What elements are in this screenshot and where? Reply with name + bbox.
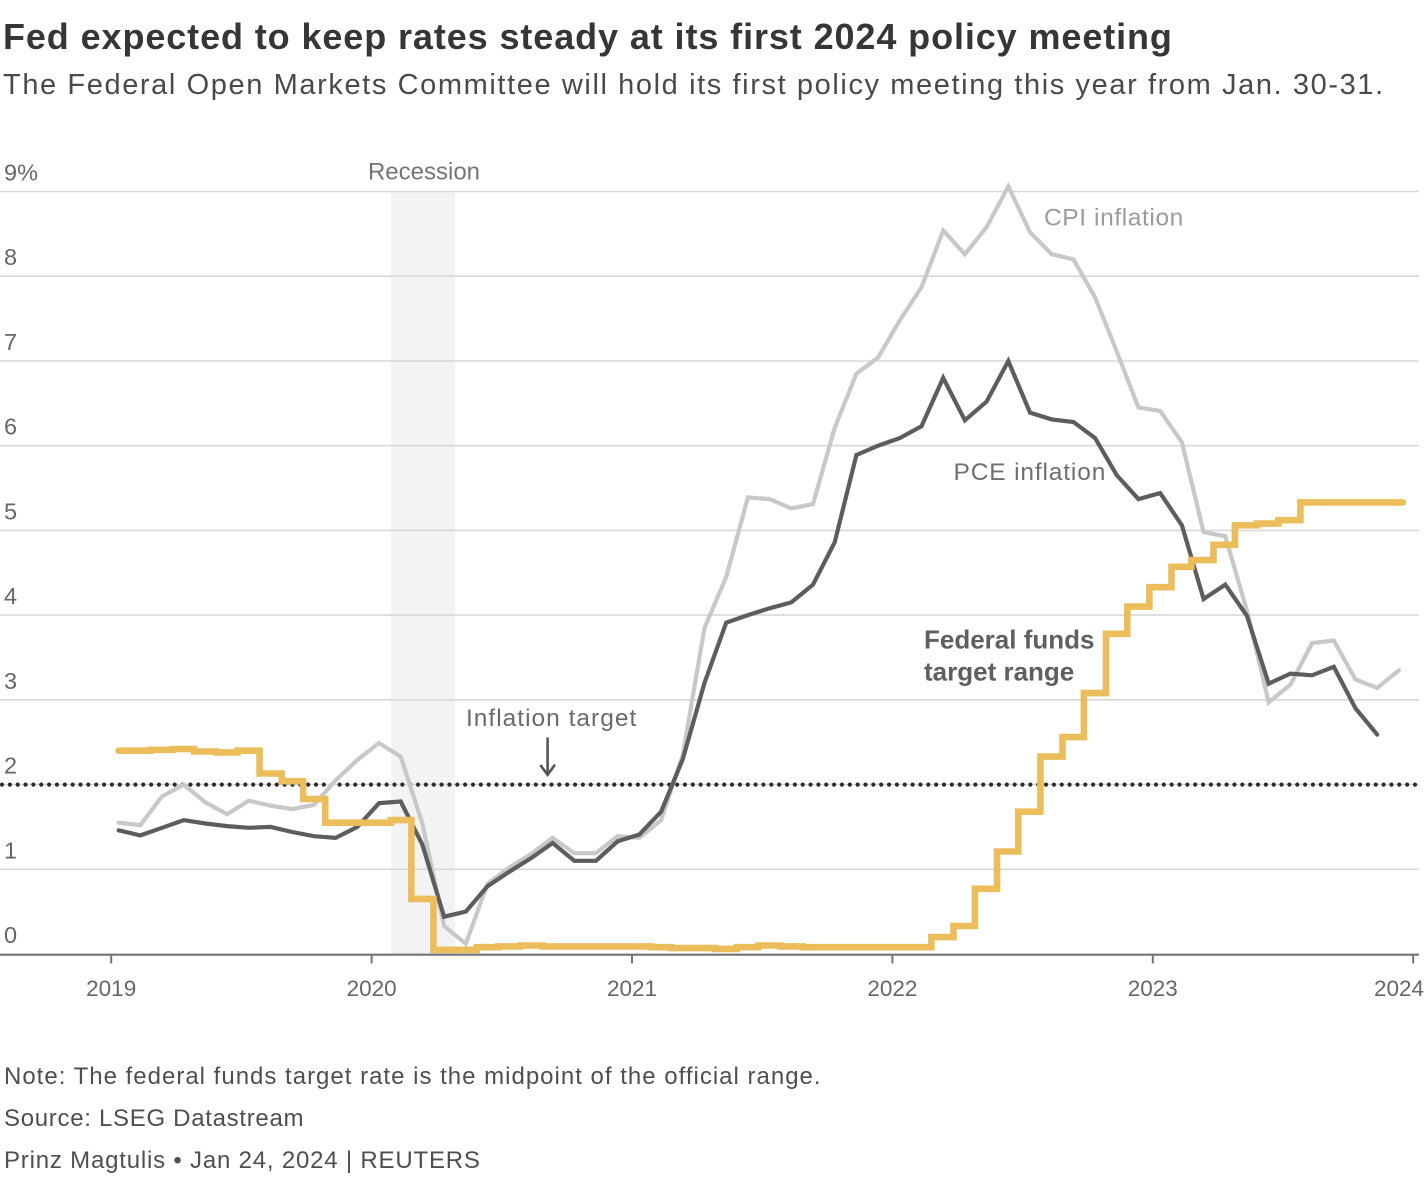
- svg-text:2019: 2019: [86, 976, 136, 1001]
- svg-text:7: 7: [4, 329, 17, 355]
- svg-text:5: 5: [4, 498, 17, 524]
- svg-text:0: 0: [4, 922, 17, 948]
- svg-text:2022: 2022: [867, 976, 917, 1001]
- svg-text:Inflation target: Inflation target: [466, 705, 637, 732]
- svg-text:6: 6: [4, 414, 17, 440]
- svg-text:2020: 2020: [347, 976, 397, 1001]
- svg-text:3: 3: [4, 668, 17, 694]
- svg-text:2023: 2023: [1128, 976, 1178, 1001]
- svg-text:4: 4: [4, 583, 17, 609]
- svg-text:2: 2: [4, 753, 17, 779]
- svg-text:2024: 2024: [1374, 976, 1424, 1001]
- svg-text:2021: 2021: [607, 976, 657, 1001]
- svg-text:Recession: Recession: [368, 159, 480, 186]
- svg-text:Federal funds: Federal funds: [924, 625, 1094, 655]
- svg-text:1: 1: [4, 837, 17, 863]
- svg-text:8: 8: [4, 244, 17, 270]
- svg-text:9%: 9%: [4, 160, 38, 186]
- svg-text:CPI inflation: CPI inflation: [1044, 205, 1184, 232]
- svg-text:PCE inflation: PCE inflation: [954, 459, 1107, 486]
- svg-text:target range: target range: [924, 657, 1074, 687]
